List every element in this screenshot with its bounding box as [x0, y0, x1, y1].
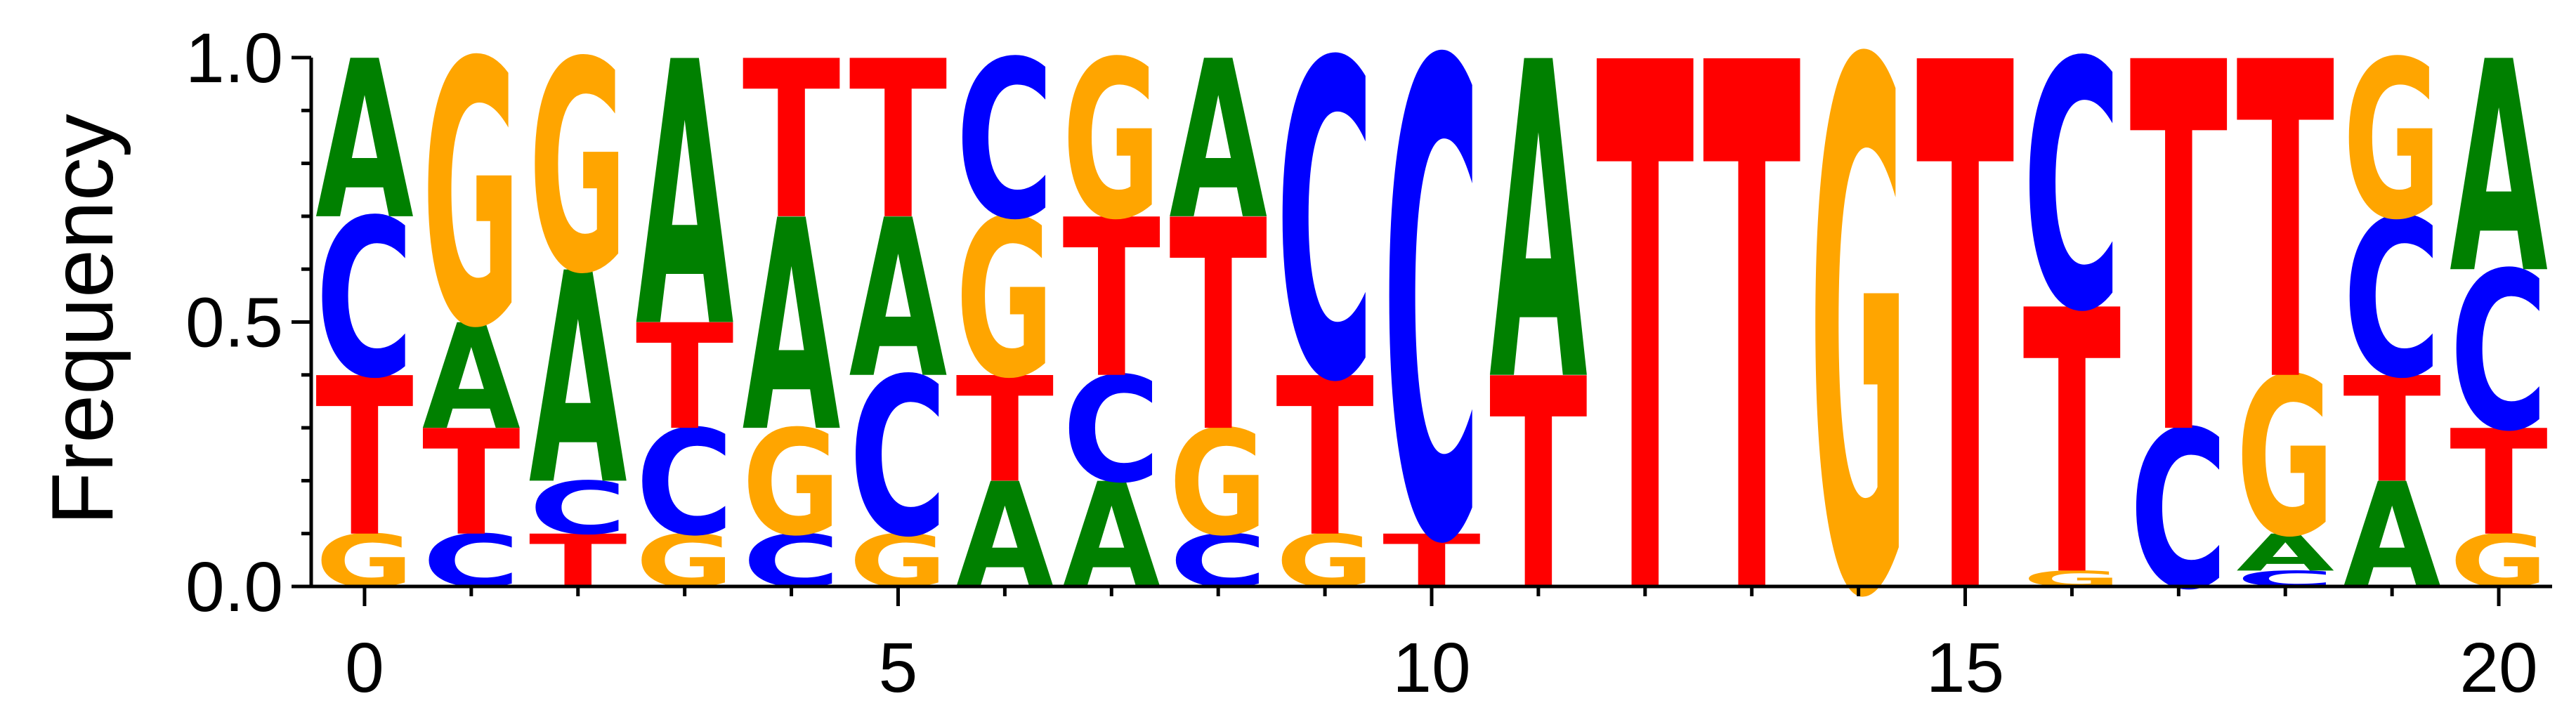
logo-letter-G: G	[2343, 14, 2441, 268]
logo-letter-T: T	[1596, 0, 1695, 722]
logo-letter-T: T	[1703, 0, 1802, 722]
logo-letter-T: T	[2236, 0, 2335, 478]
logo-letter-T: T	[1169, 159, 1268, 497]
logo-letter-T: T	[1489, 317, 1588, 655]
logo-letter-C: C	[2450, 226, 2548, 479]
logo-letter-T: T	[956, 347, 1054, 516]
logo-letter-G: G	[1169, 399, 1267, 568]
y-axis-title: Frequency	[34, 114, 131, 525]
logo-letter-A: A	[636, 0, 735, 408]
logo-letter-T: T	[2129, 0, 2228, 549]
logo-letter-A: A	[1489, 0, 1588, 478]
y-tick-label: 0.5	[185, 284, 283, 362]
x-tick-label: 0	[345, 629, 384, 707]
y-tick-label: 0.0	[185, 548, 283, 626]
x-tick-label: 5	[879, 629, 918, 707]
logo-letter-T: T	[1276, 332, 1375, 585]
logo-letter-C: C	[1062, 346, 1160, 515]
logo-letter-A: A	[743, 159, 842, 497]
logo-letter-G: G	[956, 173, 1054, 426]
logo-letter-T: T	[2450, 400, 2548, 568]
logo-letter-G: G	[2236, 332, 2334, 585]
logo-letter-G: G	[1810, 0, 1908, 722]
logo-letter-T: T	[315, 332, 414, 585]
logo-letter-A: A	[2450, 1, 2549, 339]
logo-letter-A: A	[422, 294, 521, 463]
logo-letter-A: A	[315, 15, 414, 268]
logo-letter-T: T	[636, 294, 734, 462]
axes: 0.0 0.5 1.0 0 5 10 15 20	[185, 19, 2552, 707]
logo-letter-T: T	[1062, 173, 1161, 426]
logo-letter-C: C	[956, 15, 1054, 268]
logo-letter-T: T	[2343, 347, 2441, 516]
logo-letter-T: T	[1916, 0, 2015, 722]
logo-letter-C: C	[529, 467, 627, 551]
logo-letter-T: T	[849, 14, 948, 268]
y-tick-label: 1.0	[185, 19, 283, 98]
logo-letter-C: C	[1276, 0, 1374, 478]
logo-letter-A: A	[2236, 524, 2334, 583]
x-tick-label: 20	[2459, 629, 2537, 707]
logo-letter-C: C	[849, 332, 948, 585]
logo-letter-C: C	[2023, 0, 2121, 386]
logo-letter-C: C	[1382, 0, 1481, 688]
logo-letter-A: A	[849, 173, 948, 426]
logo-letter-G: G	[529, 1, 627, 338]
logo-letter-A: A	[1169, 15, 1267, 268]
logo-letter-C: C	[636, 399, 734, 567]
logo-letter-G: G	[743, 399, 841, 568]
logo-letter-T: T	[422, 400, 521, 568]
logo-letter-C: C	[2343, 173, 2441, 426]
logo-letter-T: T	[743, 14, 842, 268]
logo-letter-C: C	[315, 173, 414, 426]
x-tick-label: 10	[1392, 629, 1470, 707]
logo-letter-A: A	[529, 212, 628, 550]
x-tick-label: 15	[1926, 629, 2004, 707]
logo-glyphs: GTCACTAGTCAGGCTACGATGCATATGCACTGCGTAGTCT…	[315, 0, 2549, 722]
logo-letter-G: G	[1062, 14, 1160, 268]
logo-letter-G: G	[422, 0, 521, 408]
